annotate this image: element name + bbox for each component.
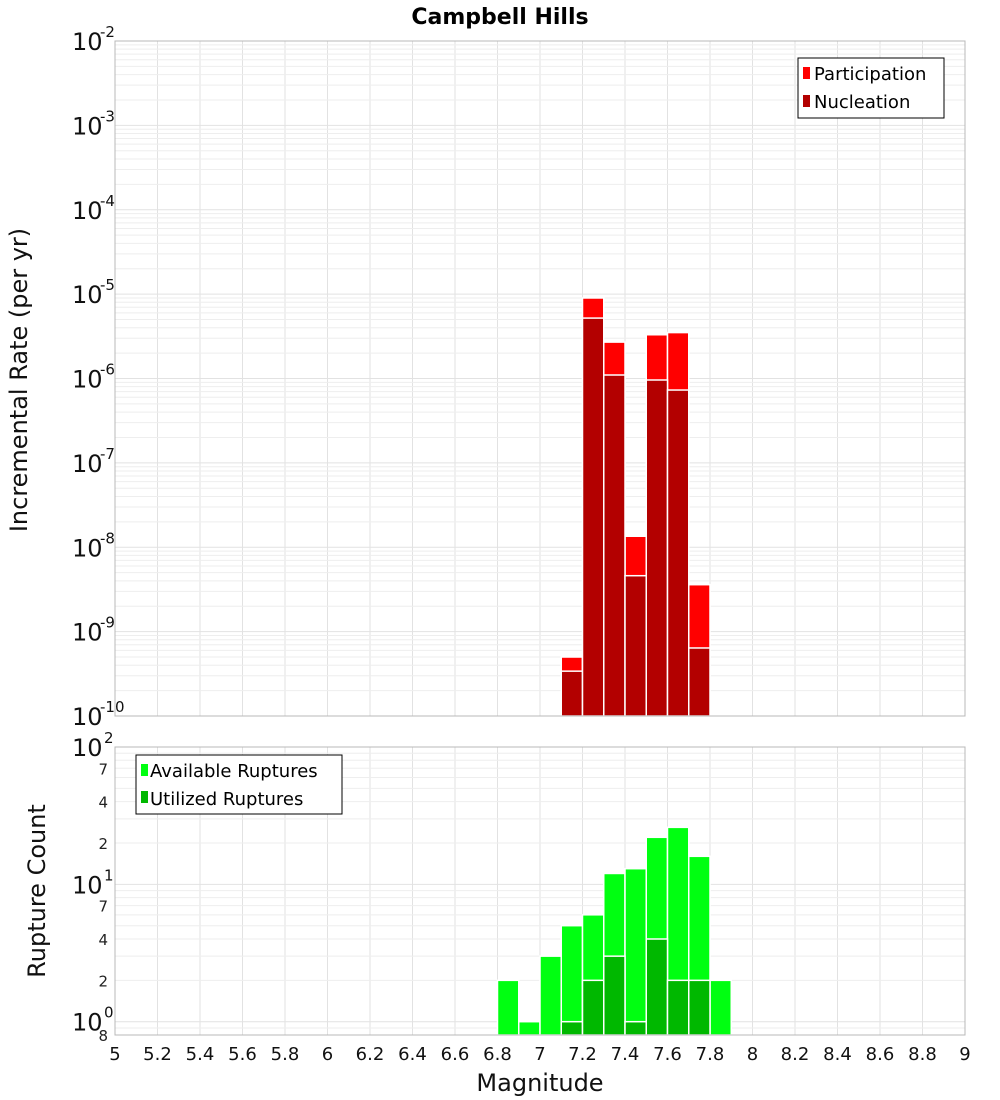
rate-y-tick-base: 10 bbox=[72, 197, 103, 225]
rate-y-tick-base: 10 bbox=[72, 619, 103, 647]
count-y-axis-label: Rupture Count bbox=[23, 804, 51, 978]
nucleation-bar bbox=[666, 389, 690, 717]
rate-plot-frame bbox=[114, 40, 966, 717]
x-tick-label: 6.2 bbox=[356, 1044, 385, 1065]
rate-y-tick-base: 10 bbox=[72, 281, 103, 309]
nucleation-bar bbox=[624, 574, 647, 717]
x-tick-label: 5.8 bbox=[271, 1044, 300, 1065]
available-ruptures-bar bbox=[539, 955, 562, 1036]
x-tick-label: 5.6 bbox=[228, 1044, 257, 1065]
utilized-ruptures-bar bbox=[645, 938, 669, 1036]
count-plot-frame bbox=[114, 746, 966, 1036]
legend-nucleation-label: Nucleation bbox=[814, 92, 910, 113]
x-axis-label: Magnitude bbox=[476, 1069, 603, 1097]
count-y-minor-tick: 2 bbox=[98, 835, 108, 853]
x-tick-label: 7 bbox=[534, 1044, 545, 1065]
legend-utilized-swatch bbox=[141, 791, 148, 803]
x-tick-label: 7.8 bbox=[696, 1044, 725, 1065]
available-ruptures-bar bbox=[518, 1020, 541, 1036]
rate-gridlines bbox=[114, 40, 966, 717]
count-y-minor-tick: 7 bbox=[98, 760, 108, 778]
x-tick-label: 7.4 bbox=[611, 1044, 640, 1065]
rate-y-tick-exponent: -5 bbox=[100, 276, 115, 294]
rate-y-tick-exponent: -7 bbox=[100, 445, 115, 463]
x-tick-label: 8.8 bbox=[908, 1044, 937, 1065]
count-y-minor-tick: 7 bbox=[98, 898, 108, 916]
count-y-tick-exponent: 0 bbox=[104, 1004, 114, 1022]
x-tick-label: 8.6 bbox=[866, 1044, 895, 1065]
x-tick-label: 8.4 bbox=[823, 1044, 852, 1065]
x-tick-label: 5 bbox=[109, 1044, 120, 1065]
rate-y-tick-exponent: -8 bbox=[100, 529, 115, 547]
x-tick-label: 6.4 bbox=[398, 1044, 427, 1065]
rate-y-tick-base: 10 bbox=[72, 450, 103, 478]
available-ruptures-bar bbox=[709, 979, 732, 1036]
count-legend: Available Ruptures Utilized Ruptures bbox=[135, 754, 343, 815]
count-y-tick-base: 10 bbox=[72, 871, 103, 899]
rate-y-tick-exponent: -9 bbox=[100, 614, 115, 632]
x-tick-label: 7.2 bbox=[568, 1044, 597, 1065]
utilized-ruptures-bar bbox=[688, 979, 711, 1036]
count-y-minor-tick: 8 bbox=[98, 1027, 108, 1045]
chart-title: Campbell Hills bbox=[411, 5, 588, 30]
rate-y-tick-exponent: -3 bbox=[100, 107, 115, 125]
count-y-minor-tick: 4 bbox=[98, 794, 108, 812]
count-y-tick-exponent: 1 bbox=[104, 866, 114, 884]
legend-available-label: Available Ruptures bbox=[150, 761, 318, 782]
x-tick-label: 6.6 bbox=[441, 1044, 470, 1065]
legend-participation-swatch bbox=[803, 67, 810, 79]
utilized-ruptures-bar bbox=[666, 979, 690, 1036]
x-tick-label: 6.8 bbox=[483, 1044, 512, 1065]
x-tick-label: 7.6 bbox=[653, 1044, 682, 1065]
utilized-ruptures-bar bbox=[603, 955, 626, 1036]
available-ruptures-bar bbox=[624, 867, 647, 1036]
nucleation-bar bbox=[645, 379, 669, 717]
legend-utilized-label: Utilized Ruptures bbox=[150, 789, 303, 810]
nucleation-bar bbox=[560, 670, 584, 717]
rate-y-tick-base: 10 bbox=[72, 112, 103, 140]
count-y-tick-base: 10 bbox=[72, 1009, 103, 1037]
x-tick-label: 6 bbox=[322, 1044, 333, 1065]
rate-y-axis-label: Incremental Rate (per yr) bbox=[5, 228, 33, 532]
rate-y-tick-exponent: -10 bbox=[100, 698, 125, 716]
nucleation-bar bbox=[581, 317, 605, 717]
x-ticks: 5 5.2 5.4 5.6 5.8 6 6.2 6.4 6.6 6.8 7 7.2 7.4 7.6 7.8 8… bbox=[109, 1044, 970, 1065]
rate-y-tick-base: 10 bbox=[72, 703, 103, 731]
count-y-tick-exponent: 2 bbox=[104, 729, 114, 747]
nucleation-bar bbox=[603, 374, 626, 717]
legend-available-swatch bbox=[141, 764, 148, 776]
x-tick-label: 5.4 bbox=[186, 1044, 215, 1065]
x-tick-label: 5.2 bbox=[143, 1044, 172, 1065]
x-tick-label: 9 bbox=[959, 1044, 970, 1065]
rate-y-tick-exponent: -6 bbox=[100, 361, 115, 379]
count-y-minor-tick: 2 bbox=[98, 972, 108, 990]
nucleation-bar bbox=[688, 647, 711, 717]
rate-y-tick-base: 10 bbox=[72, 28, 103, 56]
available-ruptures-bar bbox=[496, 979, 520, 1036]
available-ruptures-bar bbox=[560, 924, 584, 1036]
x-tick-label: 8.2 bbox=[781, 1044, 810, 1065]
x-tick-label: 8 bbox=[747, 1044, 758, 1065]
utilized-ruptures-bar bbox=[560, 1020, 584, 1036]
rate-y-tick-base: 10 bbox=[72, 366, 103, 394]
rate-y-tick-base: 10 bbox=[72, 534, 103, 562]
legend-participation-label: Participation bbox=[814, 64, 926, 85]
rate-y-tick-exponent: -2 bbox=[100, 23, 115, 41]
utilized-ruptures-bar bbox=[581, 979, 605, 1036]
utilized-ruptures-bar bbox=[624, 1020, 647, 1036]
count-y-tick-base: 10 bbox=[72, 734, 103, 762]
legend-nucleation-swatch bbox=[803, 95, 810, 107]
rate-legend-box bbox=[797, 57, 945, 119]
rate-legend: Participation Nucleation bbox=[797, 57, 945, 119]
count-legend-box bbox=[135, 754, 343, 815]
count-y-minor-tick: 4 bbox=[98, 931, 108, 949]
rate-y-tick-exponent: -4 bbox=[100, 192, 115, 210]
